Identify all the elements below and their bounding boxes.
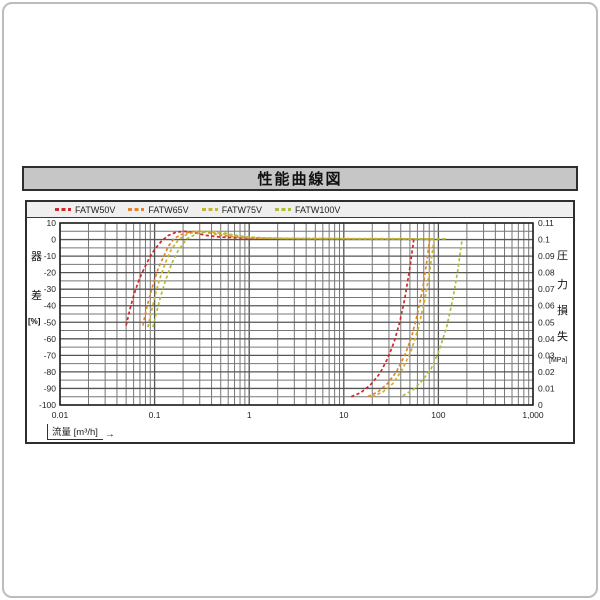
right-axis-title-char: 圧 [557,250,568,262]
left-axis-tick-label: -10 [44,251,57,261]
left-axis-tick-label: 10 [47,218,57,228]
left-axis-tick-label: -100 [39,400,56,410]
right-axis-tick-label: 0.08 [538,268,555,278]
right-axis-tick-label: 0.07 [538,284,555,294]
right-axis-tick-label: 0.02 [538,367,555,377]
left-axis-tick-label: -50 [44,317,57,327]
left-axis-unit: [%] [28,317,41,326]
error-curve-fatw75v [147,230,435,328]
right-arrow-icon: → [104,429,115,440]
left-axis-tick-label: -90 [44,383,57,393]
legend-label: FATW50V [75,204,116,215]
left-axis-tick-label: -20 [44,268,57,278]
right-axis-tick-label: 0 [538,400,543,410]
chart-body: 10 0 -10 -20 -30 -40 -50 -60 -70 -80 -90 -100 0.11 0.… [27,218,573,442]
right-axis-tick-label: 0.09 [538,251,555,261]
right-axis-title-char: 損 [557,305,568,317]
left-axis-tick-label: 0 [51,235,56,245]
legend-label: FATW100V [295,204,341,215]
left-axis-tick-label: -70 [44,350,57,360]
performance-chart-panel: FATW50V FATW65V FATW75V FATW100V 10 0 -10 -20-… [25,200,575,444]
x-axis-label: 流量 [m³/h] [47,424,103,440]
legend-dash-icon [128,208,145,211]
legend-label: FATW75V [221,204,263,215]
right-axis-tick-label: 0.06 [538,301,555,311]
right-axis-title-char: 力 [557,279,568,291]
legend-dash-icon [201,208,218,211]
x-axis-tick-label: 0.01 [52,410,69,420]
x-axis-tick-label: 100 [431,410,445,420]
legend-dash-icon [275,208,292,211]
legend-item-fatw65v: FATW65V [128,204,189,215]
left-axis-tick-label: -30 [44,284,57,294]
right-axis-tick-label: 0.05 [538,317,555,327]
left-axis-tick-label: -60 [44,334,57,344]
x-axis-caption: 流量 [m³/h] → [47,424,115,440]
plot-frame [59,222,534,406]
legend-item-fatw50v: FATW50V [55,205,115,215]
pressure-curve-fatw65v [367,239,431,398]
right-axis-tick-label: 0.1 [538,235,550,245]
pressure-curve-fatw75v [371,239,435,398]
chart-canvas: 100-10-20-30-40-50-60-70-80-90-1000.110.… [39,218,555,420]
right-axis-tick-label: 0.11 [538,218,554,228]
x-axis-tick-label: 1 [247,410,252,420]
right-axis-title-char: 失 [557,331,568,343]
page-title-text: 性能曲線図 [257,171,343,188]
left-axis-tick-label: -40 [44,301,57,311]
x-axis-tick-label: 0.1 [149,410,161,420]
right-axis-tick-label: 0.03 [538,350,555,360]
error-curve-fatw100v [152,230,446,328]
legend-item-fatw100v: FATW100V [275,205,340,215]
legend-item-fatw75v: FATW75V [201,204,263,215]
legend-label: FATW65V [148,204,189,215]
left-axis-title-char: 差 [31,290,42,302]
error-curve-fatw65v [141,230,431,326]
legend-dash-icon [55,208,71,211]
right-axis-unit: [MPa] [549,357,568,364]
page-title: 性能曲線図 [22,166,578,191]
x-axis-tick-label: 10 [339,410,349,420]
pressure-curve-fatw100v [402,239,463,397]
left-axis-title-char: 器 [31,251,42,263]
pressure-curve-fatw50v [350,239,415,398]
right-axis-tick-label: 0.04 [538,334,555,344]
left-axis-tick-label: -80 [44,367,57,377]
x-axis-tick-label: 1,000 [522,410,544,420]
right-axis-tick-label: 0.01 [538,383,555,393]
chart-legend: FATW50V FATW65V FATW75V FATW100V [27,202,573,218]
